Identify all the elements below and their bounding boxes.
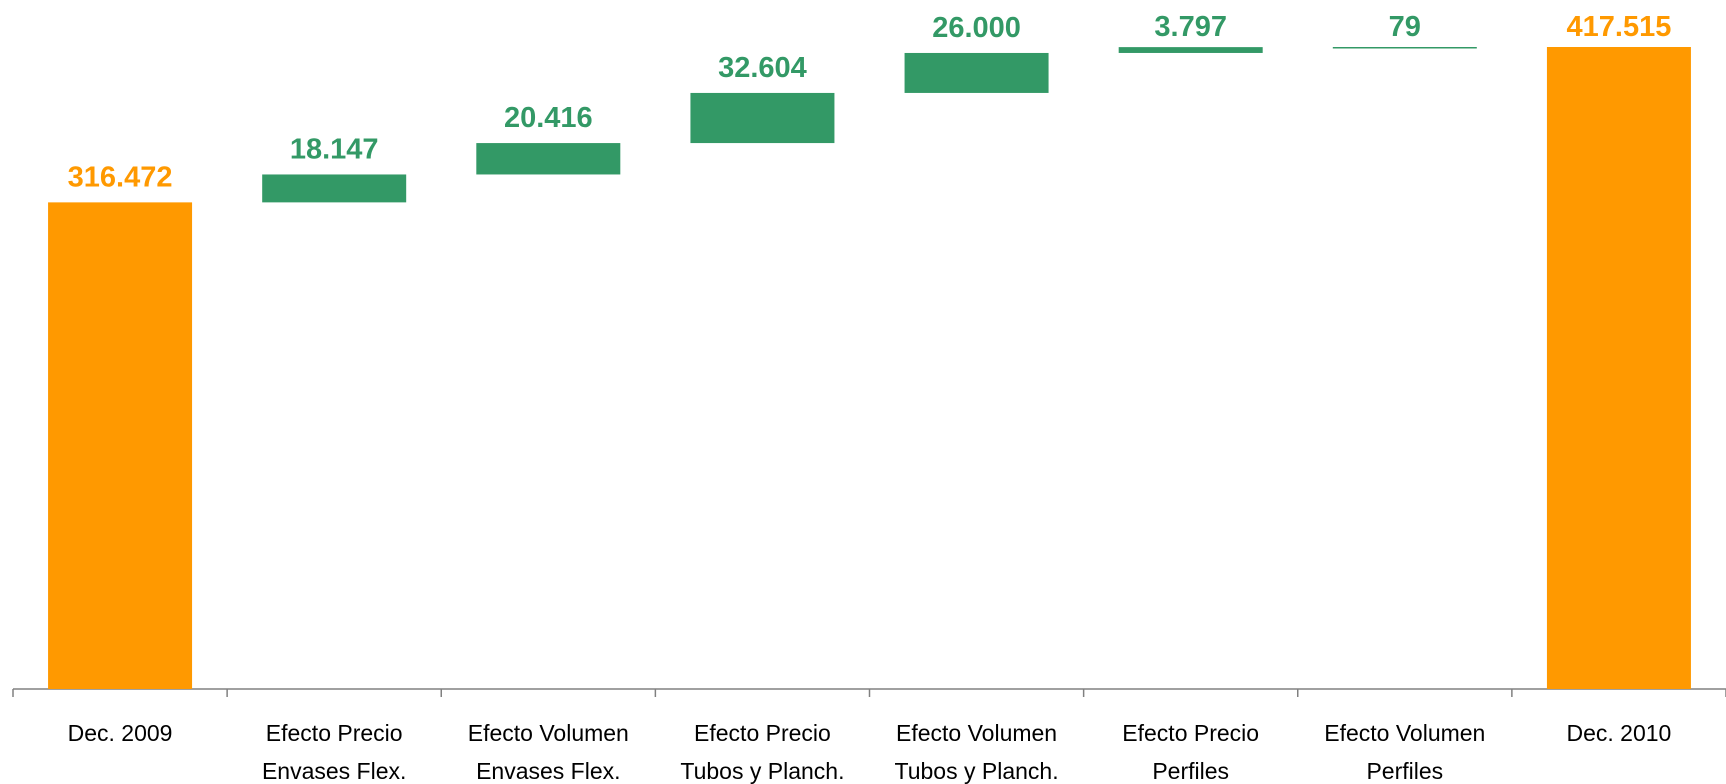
delta-bar (904, 52, 1049, 93)
data-label: 3.797 (1154, 11, 1227, 43)
category-label: Efecto Precio (694, 720, 831, 746)
category-label: Envases Flex. (262, 758, 406, 784)
delta-bar (262, 174, 407, 203)
delta-bar (1118, 47, 1263, 53)
category-label: Dec. 2009 (68, 720, 173, 746)
data-label: 417.515 (1567, 11, 1672, 43)
delta-bar (1332, 47, 1477, 49)
total-bar (1546, 47, 1691, 689)
category-label: Envases Flex. (476, 758, 620, 784)
delta-bar (690, 92, 835, 144)
category-label: Efecto Volumen (468, 720, 629, 746)
category-label: Tubos y Planch. (895, 758, 1059, 784)
category-label: Perfiles (1152, 758, 1229, 784)
delta-bar (476, 143, 621, 175)
data-label: 79 (1389, 11, 1421, 43)
category-label: Efecto Precio (1122, 720, 1259, 746)
data-label: 18.147 (290, 133, 379, 165)
category-label: Efecto Precio (266, 720, 403, 746)
category-label: Tubos y Planch. (680, 758, 844, 784)
category-label: Perfiles (1366, 758, 1443, 784)
data-label: 316.472 (68, 161, 173, 193)
data-label: 32.604 (718, 52, 807, 84)
category-label: Efecto Volumen (896, 720, 1057, 746)
data-label: 26.000 (932, 12, 1021, 44)
category-label: Efecto Volumen (1324, 720, 1485, 746)
data-label: 20.416 (504, 102, 593, 134)
total-bar (48, 202, 193, 689)
category-label: Dec. 2010 (1567, 720, 1672, 746)
